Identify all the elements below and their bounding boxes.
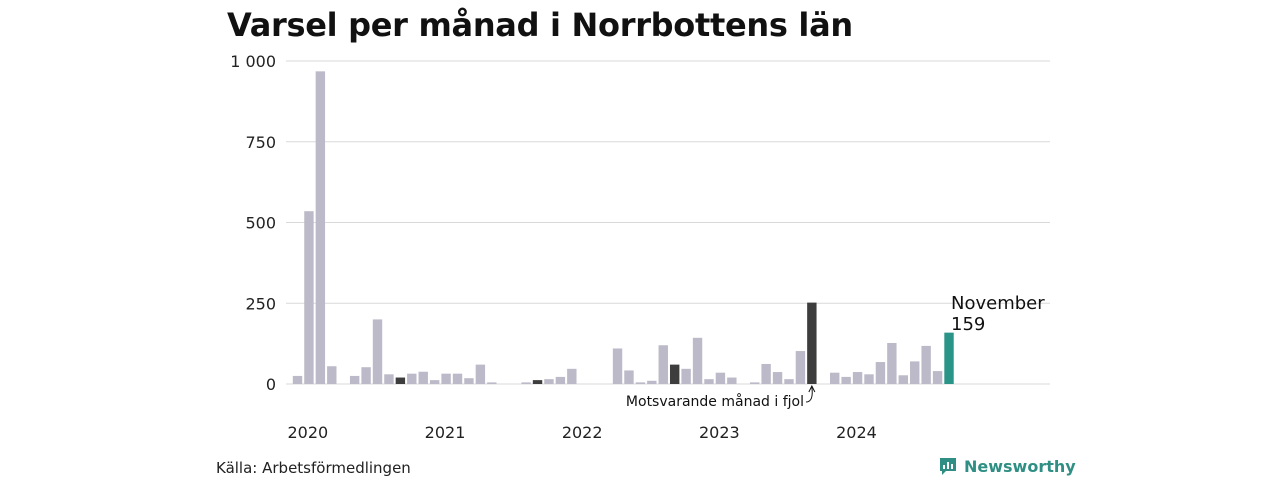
bar [361, 367, 371, 384]
bar [624, 370, 634, 384]
brand-logo: Newsworthy [938, 456, 1076, 476]
bar [429, 380, 440, 384]
bar [658, 345, 668, 384]
y-axis-tick-labels: 0 250 500 750 1 000 [230, 52, 276, 394]
bar [475, 364, 486, 384]
bar [761, 363, 771, 384]
bar [384, 374, 394, 384]
bar [795, 351, 806, 384]
bar [715, 372, 726, 384]
bar [407, 373, 417, 384]
bar [887, 342, 897, 384]
bar [521, 382, 531, 384]
bar [452, 373, 463, 384]
gridlines [286, 60, 1050, 385]
brand-name: Newsworthy [964, 456, 1076, 476]
bar [292, 375, 303, 384]
y-tick-label: 500 [245, 214, 276, 233]
y-tick-label: 0 [266, 375, 276, 394]
x-tick-label: 2022 [562, 423, 603, 442]
bar-highlight [944, 332, 954, 384]
chart-title: Varsel per månad i Norrbottens län [227, 6, 853, 44]
bar [864, 374, 874, 384]
x-tick-label: 2020 [288, 423, 329, 442]
bar [315, 71, 326, 384]
bar [395, 377, 406, 384]
bar [349, 375, 360, 384]
y-tick-label: 250 [245, 294, 276, 313]
bar [910, 361, 920, 384]
bar [441, 373, 451, 384]
newsworthy-logo-icon [940, 458, 956, 475]
bar [875, 362, 886, 384]
bar [750, 382, 760, 384]
bar [841, 376, 851, 384]
y-tick-label: 1 000 [230, 52, 276, 71]
bar [692, 337, 703, 384]
bar [555, 376, 566, 384]
bar [898, 375, 908, 384]
highlight-month-label: November [951, 293, 1045, 314]
bar [418, 371, 428, 384]
bar [669, 364, 680, 384]
bar [612, 348, 623, 384]
x-tick-label: 2021 [425, 423, 466, 442]
x-tick-label: 2024 [836, 423, 877, 442]
bar [372, 319, 383, 384]
x-tick-label: 2023 [699, 423, 740, 442]
bar [727, 377, 737, 384]
bar [647, 380, 657, 384]
bar [921, 345, 931, 384]
bar [772, 372, 783, 384]
bar [784, 379, 794, 384]
bar [304, 211, 314, 384]
bar [704, 379, 714, 384]
previous-year-annotation: Motsvarande månad i fjol [626, 393, 804, 410]
bar [327, 366, 337, 384]
bar [487, 382, 497, 384]
y-tick-label: 750 [245, 133, 276, 152]
bar [852, 372, 863, 384]
bars [292, 71, 954, 384]
bar [532, 380, 543, 384]
bar [567, 368, 577, 384]
bar [544, 379, 554, 384]
bar [807, 302, 817, 384]
x-axis-tick-labels: 2020 2021 2022 2023 2024 [288, 423, 877, 442]
bar [681, 368, 691, 384]
bar [464, 378, 474, 384]
bar [635, 382, 646, 384]
source-note: Källa: Arbetsförmedlingen [216, 459, 411, 477]
annotation-arrow-line [805, 386, 813, 403]
bar [932, 371, 943, 384]
bar [830, 372, 840, 384]
annotation-arrow-head [808, 384, 816, 393]
highlight-value-label: 159 [951, 314, 985, 335]
